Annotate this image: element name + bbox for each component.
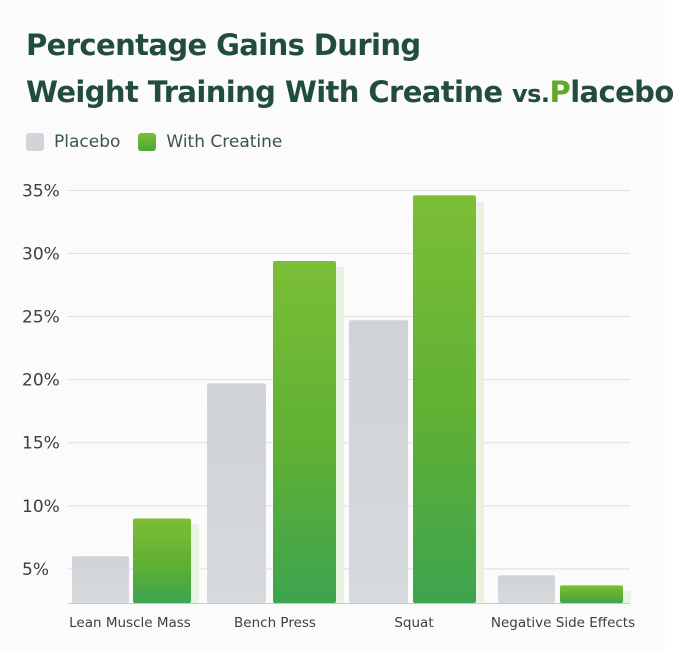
x-tick-label: Lean Muscle Mass [69, 615, 191, 631]
bar-shadow [620, 591, 631, 603]
y-tick-label: 5% [22, 560, 49, 580]
y-tick-label: 10% [22, 497, 60, 517]
chart-title-main: Weight Training With Creatine [26, 75, 503, 109]
bar-placebo [72, 556, 129, 603]
bar-shadow [473, 201, 484, 603]
legend-label-creatine: With Creatine [166, 132, 283, 152]
bar-with-creatine [133, 518, 191, 603]
y-tick-label: 25% [22, 308, 60, 328]
y-axis-ticks: 5% 10% 15% 20% 25% 30% 35% [22, 181, 60, 580]
x-tick-label: Negative Side Effects [491, 615, 635, 631]
bar-with-creatine [560, 585, 623, 603]
bar-with-creatine [413, 195, 476, 603]
chart-title-vs: vs. [512, 80, 550, 108]
chart-title-line-1: Percentage Gains During [26, 28, 421, 62]
chart-title-line-2: Weight Training With Creatine vs.Placebo [26, 75, 673, 109]
legend-swatch-creatine [138, 133, 157, 151]
x-tick-label: Bench Press [234, 615, 316, 631]
bar-placebo [498, 575, 555, 603]
bar-placebo [349, 320, 408, 603]
bars [72, 195, 631, 603]
bar-shadow [188, 524, 199, 603]
chart-legend: Placebo With Creatine [26, 132, 282, 152]
bar-placebo [207, 383, 266, 603]
y-tick-label: 30% [22, 244, 60, 264]
legend-swatch-placebo [26, 133, 44, 151]
x-axis-labels: Lean Muscle Mass Bench Press Squat Negative… [69, 615, 635, 631]
y-tick-label: 20% [22, 371, 60, 391]
y-tick-label: 15% [22, 434, 60, 454]
bar-shadow [333, 266, 344, 603]
chart-title-placebo-rest: lacebo [570, 75, 673, 109]
legend-label-placebo: Placebo [54, 132, 121, 152]
y-tick-label: 35% [22, 181, 60, 201]
chart-title-placebo-initial: P [549, 75, 571, 109]
bar-with-creatine [273, 260, 336, 603]
x-tick-label: Squat [394, 615, 433, 631]
